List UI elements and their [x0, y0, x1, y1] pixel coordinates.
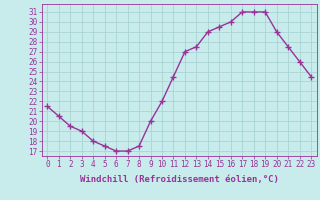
X-axis label: Windchill (Refroidissement éolien,°C): Windchill (Refroidissement éolien,°C) — [80, 175, 279, 184]
